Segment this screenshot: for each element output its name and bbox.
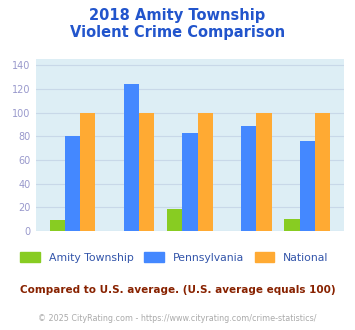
- Bar: [241, 126, 256, 231]
- Bar: [284, 219, 300, 231]
- Bar: [139, 113, 154, 231]
- Bar: [167, 209, 182, 231]
- Text: Violent Crime Comparison: Violent Crime Comparison: [70, 25, 285, 40]
- Bar: [198, 113, 213, 231]
- Bar: [182, 133, 198, 231]
- Text: © 2025 CityRating.com - https://www.cityrating.com/crime-statistics/: © 2025 CityRating.com - https://www.city…: [38, 314, 317, 323]
- Text: Compared to U.S. average. (U.S. average equals 100): Compared to U.S. average. (U.S. average …: [20, 285, 335, 295]
- Bar: [256, 113, 272, 231]
- Bar: [315, 113, 330, 231]
- Text: 2018 Amity Township: 2018 Amity Township: [89, 8, 266, 23]
- Legend: Amity Township, Pennsylvania, National: Amity Township, Pennsylvania, National: [16, 248, 332, 267]
- Bar: [50, 220, 65, 231]
- Bar: [80, 113, 95, 231]
- Bar: [65, 136, 80, 231]
- Bar: [300, 141, 315, 231]
- Bar: [124, 84, 139, 231]
